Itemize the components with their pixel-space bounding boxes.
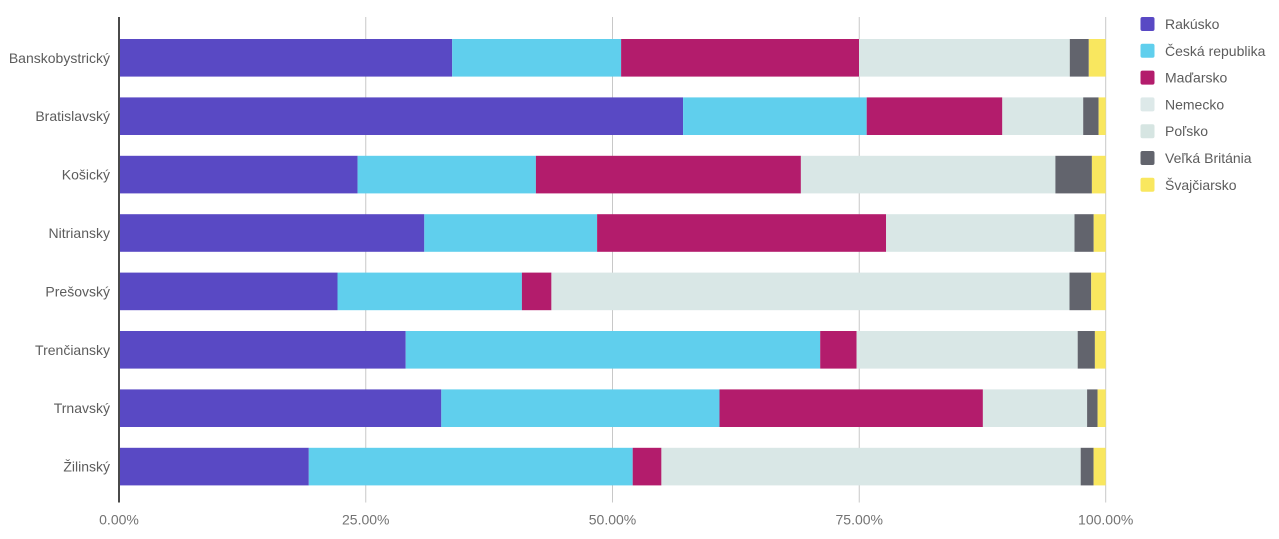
svg-text:Nitriansky: Nitriansky (49, 225, 110, 241)
svg-text:Česká republika: Česká republika (1165, 43, 1266, 59)
svg-text:Trnavský: Trnavský (54, 400, 110, 416)
svg-text:0.00%: 0.00% (99, 512, 139, 528)
svg-text:Poľsko: Poľsko (1165, 123, 1208, 139)
svg-text:Maďarsko: Maďarsko (1165, 70, 1228, 86)
svg-text:Veľká Británia: Veľká Británia (1165, 150, 1252, 166)
svg-text:Nemecko: Nemecko (1165, 96, 1224, 112)
svg-text:Košický: Košický (62, 167, 110, 183)
svg-text:100.00%: 100.00% (1078, 512, 1133, 528)
svg-text:Rakúsko: Rakúsko (1165, 16, 1220, 32)
svg-text:Trenčiansky: Trenčiansky (35, 342, 110, 358)
svg-text:Prešovský: Prešovský (45, 283, 110, 299)
svg-text:Švajčiarsko: Švajčiarsko (1165, 177, 1237, 193)
svg-text:75.00%: 75.00% (836, 512, 883, 528)
svg-text:50.00%: 50.00% (589, 512, 636, 528)
svg-text:Bratislavský: Bratislavský (35, 108, 110, 124)
svg-text:Banskobystrický: Banskobystrický (9, 50, 110, 66)
svg-text:25.00%: 25.00% (342, 512, 389, 528)
svg-text:Žilinský: Žilinský (63, 459, 110, 475)
